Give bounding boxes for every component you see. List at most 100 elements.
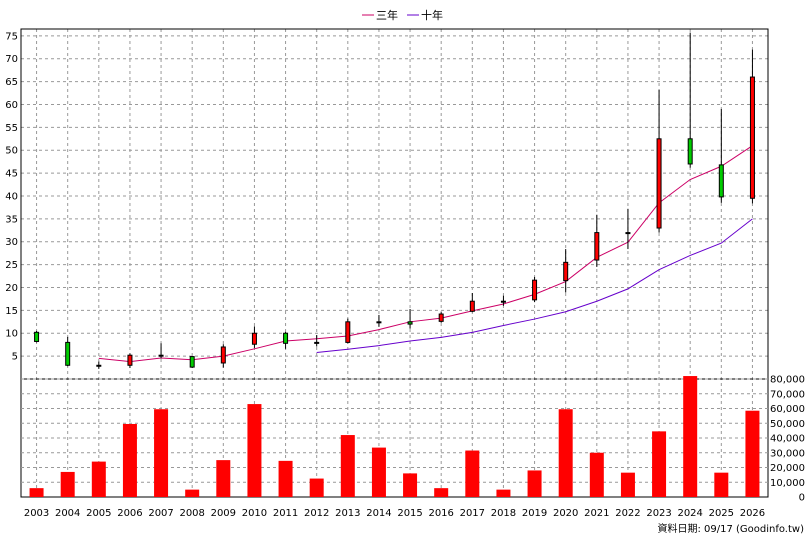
x-tick-label: 2015 bbox=[397, 508, 422, 519]
volume-bar bbox=[714, 472, 729, 497]
x-tick-label: 2020 bbox=[553, 508, 578, 519]
volume-bar bbox=[683, 376, 698, 497]
price-tick-label: 5 bbox=[12, 352, 18, 363]
volume-bar bbox=[185, 489, 200, 497]
x-tick-label: 2007 bbox=[148, 508, 173, 519]
x-tick-label: 2025 bbox=[709, 508, 734, 519]
x-tick-label: 2022 bbox=[615, 508, 640, 519]
x-tick-label: 2017 bbox=[460, 508, 485, 519]
legend-label-1: 十年 bbox=[421, 8, 443, 22]
plot-frame bbox=[20, 28, 769, 498]
legend: 三年 十年 bbox=[362, 8, 443, 22]
candle-body bbox=[96, 364, 102, 367]
candle-body bbox=[532, 279, 538, 301]
volume-bar bbox=[620, 472, 635, 497]
volume-tick-label: 60,000 bbox=[770, 404, 805, 415]
volume-bar bbox=[91, 461, 106, 497]
price-tick-label: 50 bbox=[5, 146, 18, 157]
candle-body bbox=[469, 300, 475, 312]
volume-bar bbox=[371, 447, 386, 497]
volume-tick-label: 20,000 bbox=[770, 463, 805, 474]
candle-body bbox=[34, 331, 40, 342]
price-tick-label: 35 bbox=[5, 214, 18, 225]
candle-body bbox=[563, 261, 569, 282]
volume-bar bbox=[589, 452, 604, 497]
volume-bar bbox=[434, 488, 449, 497]
x-tick-label: 2006 bbox=[117, 508, 142, 519]
x-tick-label: 2008 bbox=[179, 508, 204, 519]
volume-bar bbox=[216, 460, 231, 497]
volume-bar bbox=[527, 470, 542, 497]
volume-bar bbox=[154, 409, 169, 497]
x-tick-label: 2021 bbox=[584, 508, 609, 519]
candle-body bbox=[407, 321, 413, 325]
candle-body bbox=[220, 346, 226, 364]
volume-panel: 0 10,000 20,000 30,000 40,000 50,000 60,000 70,… bbox=[21, 375, 805, 504]
price-tick-label: 75 bbox=[5, 31, 18, 42]
volume-bar bbox=[247, 404, 262, 497]
ma-line-1 bbox=[316, 218, 753, 353]
x-tick-label: 2010 bbox=[242, 508, 267, 519]
price-tick-label: 45 bbox=[5, 169, 18, 180]
volume-bar bbox=[558, 409, 573, 497]
x-tick-label: 2023 bbox=[646, 508, 671, 519]
ma-line-0 bbox=[98, 145, 753, 363]
price-tick-label: 15 bbox=[5, 306, 18, 317]
candle-body bbox=[625, 232, 631, 235]
volume-bar bbox=[745, 410, 760, 497]
x-tick-label: 2009 bbox=[211, 508, 236, 519]
price-tick-label: 60 bbox=[5, 100, 18, 111]
candle-body bbox=[687, 138, 693, 165]
x-tick-label: 2004 bbox=[55, 508, 80, 519]
candle-body bbox=[749, 76, 755, 199]
candle-body bbox=[376, 321, 382, 324]
candle-body bbox=[438, 313, 444, 322]
volume-tick-label: 0 bbox=[799, 493, 805, 504]
x-tick-label: 2016 bbox=[428, 508, 453, 519]
x-tick-label: 2003 bbox=[24, 508, 49, 519]
x-tick-label: 2026 bbox=[740, 508, 765, 519]
price-tick-label: 25 bbox=[5, 260, 18, 271]
x-tick-label: 2013 bbox=[335, 508, 360, 519]
price-tick-label: 55 bbox=[5, 123, 18, 134]
volume-bar bbox=[340, 435, 355, 497]
volume-bar bbox=[29, 488, 44, 497]
candle-body bbox=[314, 341, 320, 344]
candle-body bbox=[251, 332, 257, 345]
candle-body bbox=[65, 341, 71, 366]
volume-tick-label: 80,000 bbox=[770, 375, 805, 386]
volume-bar bbox=[496, 489, 511, 497]
volume-bar bbox=[403, 473, 418, 497]
candle-body bbox=[594, 232, 600, 261]
volume-tick-label: 30,000 bbox=[770, 448, 805, 459]
volume-bar bbox=[60, 471, 75, 497]
price-panel: 5 10 15 20 25 30 35 40 45 50 55 60 65 70 75 bbox=[5, 28, 769, 498]
volume-tick-label: 40,000 bbox=[770, 434, 805, 445]
volume-bar bbox=[309, 478, 324, 497]
candle-body bbox=[189, 356, 195, 368]
price-tick-label: 20 bbox=[5, 283, 18, 294]
candle-body bbox=[345, 321, 351, 343]
candle-body bbox=[656, 138, 662, 229]
volume-bar bbox=[465, 450, 480, 497]
x-tick-label: 2012 bbox=[304, 508, 329, 519]
price-tick-label: 30 bbox=[5, 237, 18, 248]
volume-bar bbox=[652, 431, 667, 497]
x-tick-label: 2011 bbox=[273, 508, 298, 519]
x-axis: 2003 2004 2005 2006 2007 2008 2009 2010 2011 2012… bbox=[24, 508, 765, 519]
x-tick-label: 2014 bbox=[366, 508, 391, 519]
x-tick-label: 2018 bbox=[491, 508, 516, 519]
legend-label-0: 三年 bbox=[376, 8, 398, 22]
candle-body bbox=[158, 354, 164, 357]
price-tick-label: 40 bbox=[5, 191, 18, 202]
volume-tick-label: 50,000 bbox=[770, 419, 805, 430]
volume-tick-label: 70,000 bbox=[770, 389, 805, 400]
volume-tick-label: 10,000 bbox=[770, 478, 805, 489]
x-tick-label: 2019 bbox=[522, 508, 547, 519]
price-tick-label: 10 bbox=[5, 329, 18, 340]
footnote: 資料日期: 09/17 (Goodinfo.tw) bbox=[657, 522, 804, 535]
x-tick-label: 2024 bbox=[677, 508, 702, 519]
candle-body bbox=[127, 354, 133, 366]
